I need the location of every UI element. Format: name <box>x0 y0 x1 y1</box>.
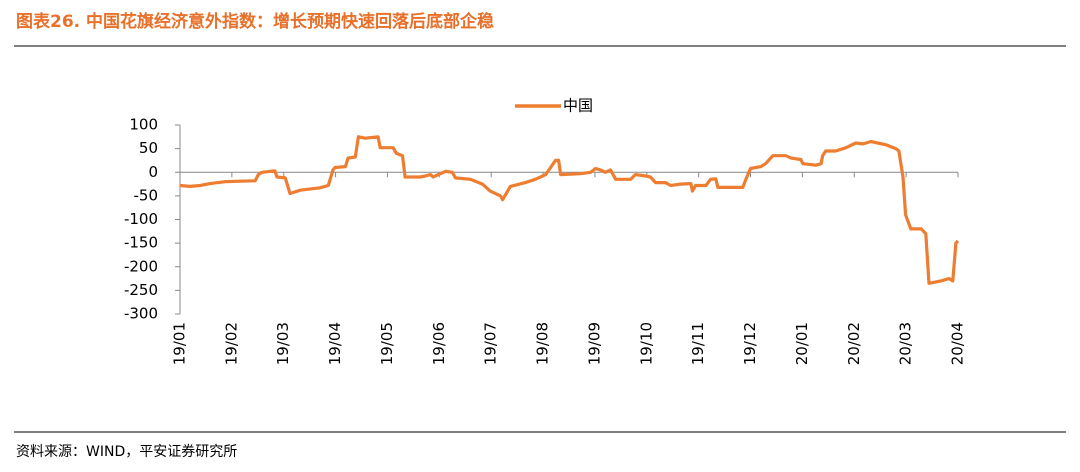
y-tick-label: -50 <box>134 186 159 204</box>
x-tick-label: 19/09 <box>585 322 603 365</box>
y-tick-label: -300 <box>124 305 158 323</box>
y-tick-label: 50 <box>139 139 158 157</box>
x-tick-label: 19/03 <box>274 322 292 365</box>
y-tick-label: -100 <box>124 210 158 228</box>
x-tick-label: 19/10 <box>637 322 655 365</box>
x-tick-label: 19/01 <box>171 322 189 365</box>
x-tick-label: 19/04 <box>326 322 344 365</box>
line <box>179 135 960 285</box>
chart-title: 图表26. 中国花旗经济意外指数：增长预期快速回落后底部企稳 <box>16 11 494 32</box>
x-tick-label: 19/02 <box>222 322 240 365</box>
x-tick-label: 20/03 <box>897 322 915 365</box>
y-tick-label: -250 <box>124 281 158 299</box>
legend-label: 中国 <box>563 97 593 115</box>
x-tick-label: 19/11 <box>689 322 707 365</box>
x-tick-label: 19/05 <box>378 322 396 365</box>
y-tick-label: 0 <box>148 163 158 181</box>
x-tick-label: 19/08 <box>534 322 552 365</box>
x-tick-label: 19/12 <box>741 322 759 365</box>
y-tick-label: 100 <box>129 116 158 134</box>
x-tick-label: 20/02 <box>845 322 863 365</box>
x-tick-label: 19/06 <box>430 322 448 365</box>
x-tick-label: 20/04 <box>949 322 967 365</box>
y-tick-label: -200 <box>124 257 158 275</box>
x-tick-label: 20/01 <box>793 322 811 365</box>
source: 资料来源：WIND，平安证券研究所 <box>16 444 237 460</box>
x-tick-label: 19/07 <box>482 322 500 365</box>
y-tick-label: -150 <box>124 234 158 252</box>
